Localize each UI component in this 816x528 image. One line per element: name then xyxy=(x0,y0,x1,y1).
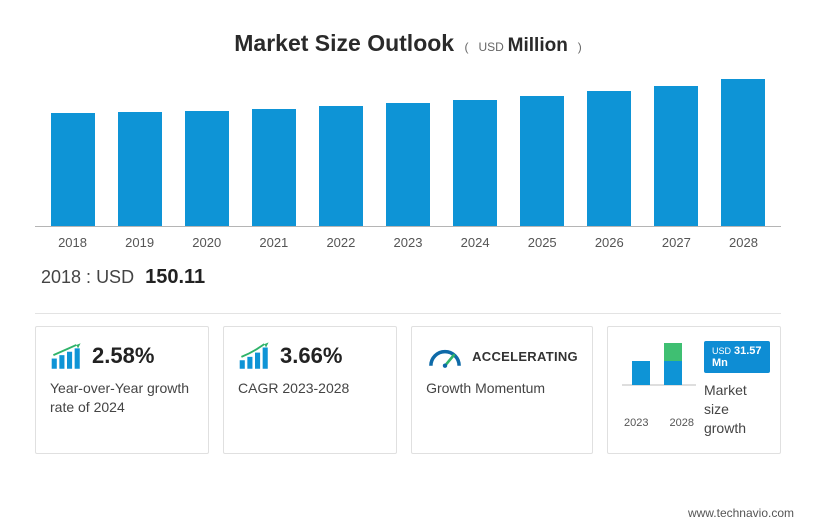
bar-chart: 2018201920202021202220232024202520262027… xyxy=(35,77,781,252)
bar xyxy=(654,86,698,226)
bar-label: 2021 xyxy=(240,235,307,250)
bar-label: 2018 xyxy=(39,235,106,250)
bar xyxy=(721,79,765,226)
card-market-size-growth: 2023 2028 USD31.57 Mn Market size growth xyxy=(607,326,781,454)
title-paren-close: ) xyxy=(578,40,582,54)
yoy-label: Year-over-Year growth rate of 2024 xyxy=(50,379,194,417)
bar-col xyxy=(576,91,643,226)
momentum-value: ACCELERATING xyxy=(472,349,578,364)
bar-label: 2020 xyxy=(173,235,240,250)
cagr-value: 3.66% xyxy=(280,343,342,369)
bar-label: 2028 xyxy=(710,235,777,250)
pill-currency: USD xyxy=(712,346,731,356)
mini-chart-years: 2023 2028 xyxy=(620,417,698,429)
bar xyxy=(520,96,564,226)
bar-col xyxy=(173,111,240,226)
market-size-pill: USD31.57 Mn xyxy=(704,341,770,373)
bar-col xyxy=(106,112,173,226)
bar xyxy=(319,106,363,226)
bar-col xyxy=(39,113,106,226)
bar-label: 2024 xyxy=(442,235,509,250)
title-unit-group: ( USD Million ) xyxy=(459,38,582,54)
mini-year-end: 2028 xyxy=(670,417,694,429)
bar xyxy=(185,111,229,226)
bar-col xyxy=(374,103,441,226)
bar-label: 2022 xyxy=(307,235,374,250)
bar-col xyxy=(509,96,576,226)
market-size-label: Market size growth xyxy=(704,381,770,438)
highlight-value-line: 2018 : USD 150.11 xyxy=(41,266,781,289)
bar-col xyxy=(442,100,509,226)
cagr-label: CAGR 2023-2028 xyxy=(238,379,382,398)
bar-chart-area xyxy=(35,77,781,227)
title-unit-word: Million xyxy=(508,35,568,56)
bar xyxy=(51,113,95,226)
bar xyxy=(587,91,631,226)
mini-year-start: 2023 xyxy=(624,417,648,429)
infographic-container: Market Size Outlook ( USD Million ) 2018… xyxy=(0,0,816,464)
title-paren-open: ( xyxy=(465,40,469,54)
card-momentum: ACCELERATING Growth Momentum xyxy=(411,326,593,454)
card-yoy: 2.58% Year-over-Year growth rate of 2024 xyxy=(35,326,209,454)
bar-col xyxy=(710,79,777,226)
highlight-sep: : xyxy=(81,267,96,287)
bar xyxy=(386,103,430,226)
footer-source: www.technavio.com xyxy=(688,506,794,520)
title-main: Market Size Outlook xyxy=(234,30,454,56)
bar-col xyxy=(240,109,307,226)
cards-row: 2.58% Year-over-Year growth rate of 2024… xyxy=(35,313,781,454)
bar-trend-up-icon xyxy=(238,341,272,371)
bar-col xyxy=(307,106,374,226)
bar-col xyxy=(643,86,710,226)
bar-chart-labels: 2018201920202021202220232024202520262027… xyxy=(35,227,781,250)
yoy-value: 2.58% xyxy=(92,343,154,369)
bar-label: 2025 xyxy=(509,235,576,250)
bar xyxy=(453,100,497,226)
bar-label: 2027 xyxy=(643,235,710,250)
title-row: Market Size Outlook ( USD Million ) xyxy=(35,30,781,57)
mini-growth-chart-icon xyxy=(620,341,698,413)
momentum-label: Growth Momentum xyxy=(426,379,578,398)
title-currency: USD xyxy=(478,40,503,54)
highlight-value: 150.11 xyxy=(145,266,205,288)
bar-label: 2019 xyxy=(106,235,173,250)
bar xyxy=(118,112,162,226)
highlight-currency: USD xyxy=(96,267,134,287)
bar-trend-up-icon xyxy=(50,341,84,371)
highlight-year: 2018 xyxy=(41,267,81,287)
bar-label: 2026 xyxy=(576,235,643,250)
bar xyxy=(252,109,296,226)
gauge-icon xyxy=(426,341,464,371)
card-cagr: 3.66% CAGR 2023-2028 xyxy=(223,326,397,454)
bar-label: 2023 xyxy=(374,235,441,250)
